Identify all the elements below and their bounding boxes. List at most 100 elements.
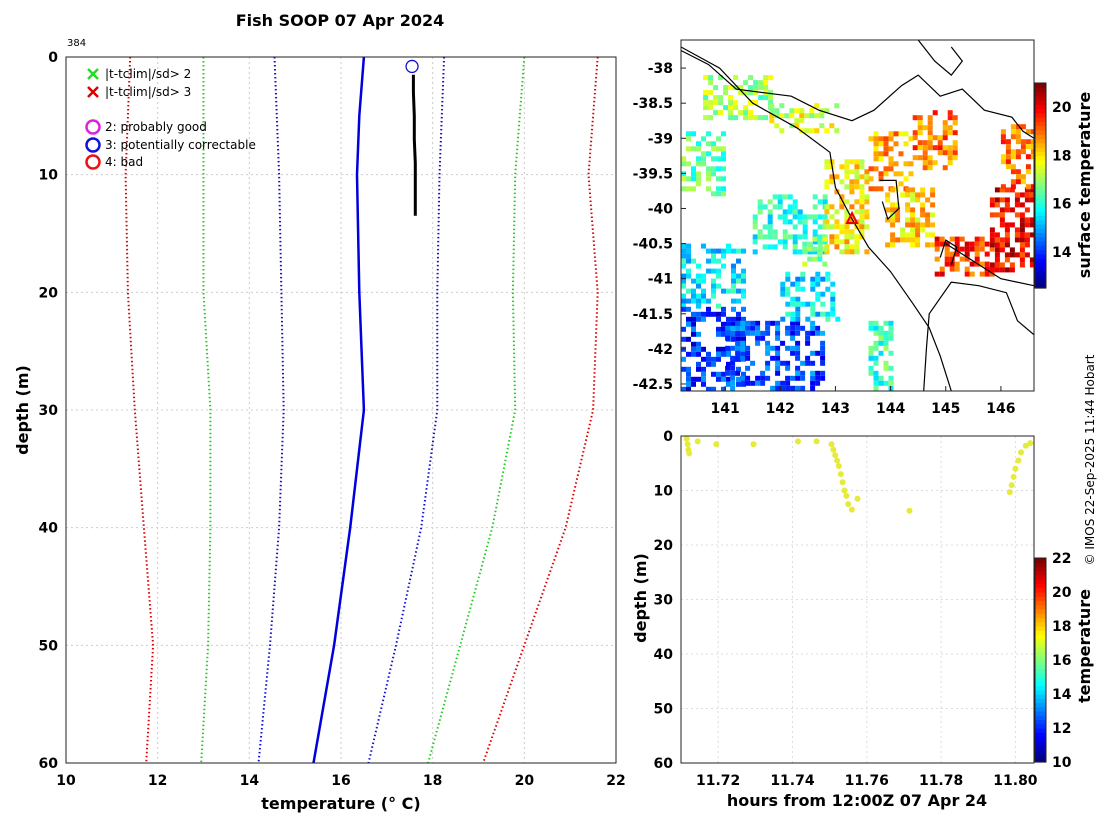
sst-pixel xyxy=(829,174,835,180)
sst-pixel xyxy=(743,105,749,111)
sst-pixel xyxy=(888,136,894,142)
colorbar-band xyxy=(1035,253,1046,259)
sst-pixel xyxy=(817,199,823,205)
colorbar-band xyxy=(1035,266,1046,272)
sst-pixel xyxy=(767,224,773,230)
series-clim-3sd-left xyxy=(124,56,155,764)
sst-pixel xyxy=(792,224,798,230)
sst-pixel xyxy=(701,293,706,299)
sst-pixel xyxy=(930,192,936,198)
sst-pixel xyxy=(1014,197,1020,203)
sst-pixel xyxy=(748,110,754,116)
sst-pixel xyxy=(691,331,696,337)
sst-pixel xyxy=(726,376,731,382)
sst-pixel xyxy=(752,249,758,255)
map-x-tick-label: 141 xyxy=(711,401,740,417)
sst-pixel xyxy=(1015,149,1021,155)
sst-pixel xyxy=(711,248,716,254)
sst-pixel xyxy=(883,166,889,172)
sst-pixel xyxy=(696,171,701,177)
sst-pixel xyxy=(999,212,1005,218)
sst-pixel xyxy=(999,262,1005,268)
colorbar-band xyxy=(1035,142,1046,148)
sst-pixel xyxy=(706,386,711,391)
sst-pixel xyxy=(822,199,828,205)
sst-pixel xyxy=(974,251,980,257)
sst-pixel xyxy=(932,160,938,166)
sst-pixel xyxy=(800,325,806,331)
sst-pixel xyxy=(814,113,820,119)
sst-pixel xyxy=(741,371,746,377)
scatter-colorbar: 10 12 14 16 18 20 22 xyxy=(1034,551,1072,771)
sst-pixel xyxy=(868,166,874,172)
sst-pixel xyxy=(859,164,865,170)
sst-pixel xyxy=(723,90,729,96)
sst-pixel xyxy=(830,291,836,297)
sst-pixel xyxy=(752,234,758,240)
sst-pixel xyxy=(927,160,933,166)
map-y-tick-label: -42 xyxy=(648,342,673,358)
sst-pixel xyxy=(681,258,686,264)
sst-pixel xyxy=(829,224,835,230)
sst-pixel xyxy=(681,283,686,289)
sst-pixel xyxy=(888,365,894,371)
colorbar-frame xyxy=(1034,82,1047,289)
sst-pixel xyxy=(915,192,921,198)
sst-pixel xyxy=(927,120,933,126)
sst-pixel xyxy=(691,316,696,322)
map-y-tick-label: -40 xyxy=(648,201,674,217)
colorbar-band xyxy=(1035,621,1046,627)
sst-pixel xyxy=(805,301,811,307)
colorbar-band xyxy=(1035,634,1046,640)
colorbar-tick-label: 22 xyxy=(1052,551,1071,567)
sst-pixel xyxy=(844,239,850,245)
sst-pixel xyxy=(726,316,731,322)
sst-pixel xyxy=(1004,242,1010,248)
sst-pixel xyxy=(1010,169,1016,175)
colorbar-band xyxy=(1035,91,1046,97)
scatter-xlabel: hours from 12:00Z 07 Apr 24 xyxy=(727,791,987,810)
colorbar-band xyxy=(1035,151,1046,157)
sst-pixel xyxy=(839,179,845,185)
colorbar-band xyxy=(1035,647,1046,653)
sst-pixel xyxy=(844,164,850,170)
sst-pixel xyxy=(854,244,860,250)
sst-pixel xyxy=(1010,129,1016,135)
sst-pixel xyxy=(864,249,870,255)
sst-pixel xyxy=(893,186,899,192)
sst-pixel xyxy=(952,145,958,151)
sst-pixel xyxy=(731,278,736,284)
sst-pixel xyxy=(939,266,945,272)
sst-pixel xyxy=(716,186,721,192)
sst-pixel xyxy=(713,95,719,101)
sst-pixel xyxy=(721,331,726,337)
colorbar-band xyxy=(1035,706,1046,712)
sst-pixel xyxy=(822,236,828,242)
colorbar-tick-label: 18 xyxy=(1052,619,1071,635)
sst-pixel xyxy=(1024,187,1030,193)
sst-pixel xyxy=(1014,252,1020,258)
sst-pixel xyxy=(873,146,879,152)
sst-pixel xyxy=(815,375,821,381)
sst-pixel xyxy=(1019,212,1025,218)
sst-pixel xyxy=(900,237,906,243)
sst-pixel xyxy=(769,113,775,119)
sst-pixel xyxy=(810,306,816,312)
sst-pixel xyxy=(777,204,783,210)
sst-pixel xyxy=(927,145,933,151)
sst-pixel xyxy=(1015,179,1021,185)
map-x-tick-label: 144 xyxy=(876,401,905,417)
sst-pixel xyxy=(934,241,940,247)
sst-pixel xyxy=(812,219,818,225)
sst-pixel xyxy=(815,271,821,277)
sst-pixel xyxy=(785,291,791,297)
sst-pixel xyxy=(736,336,741,342)
colorbar-band xyxy=(1035,566,1046,572)
sst-pixel xyxy=(681,326,686,332)
series-clim-1sd-left xyxy=(257,56,285,764)
sst-pixel xyxy=(735,350,741,356)
sst-pixel xyxy=(908,171,914,177)
sst-pixel xyxy=(741,293,746,299)
sst-pixel xyxy=(895,237,901,243)
sst-pixel xyxy=(905,217,911,223)
